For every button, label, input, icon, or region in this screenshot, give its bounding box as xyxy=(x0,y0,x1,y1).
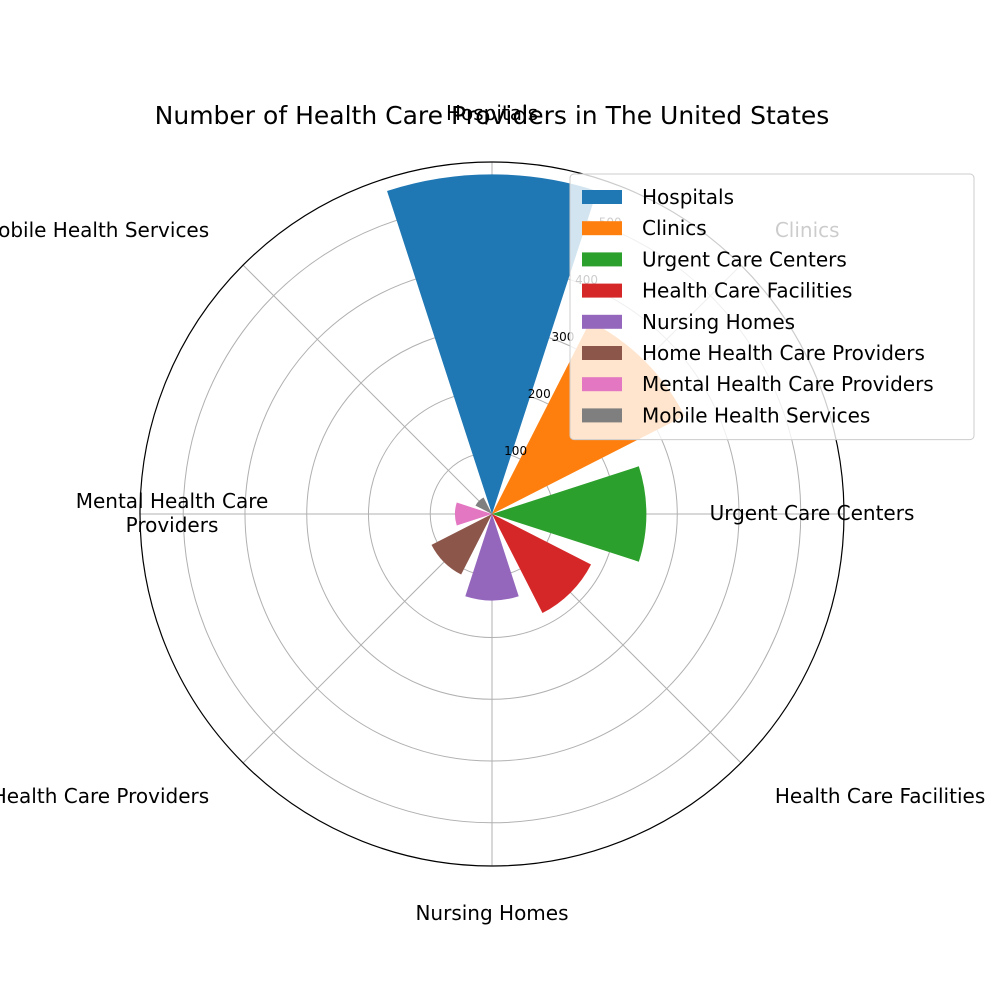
category-label-urgent-care-centers: Urgent Care Centers xyxy=(710,501,915,525)
category-label-line: Home Health Care Providers xyxy=(0,784,209,808)
chart-title: Number of Health Care Providers in The U… xyxy=(155,101,830,130)
category-label-home-health-care-providers: Home Health Care Providers xyxy=(0,784,209,808)
category-label-mobile-health-services: Mobile Health Services xyxy=(0,218,209,242)
bar-hospitals xyxy=(387,174,597,514)
legend-label-hospitals: Hospitals xyxy=(642,185,734,209)
legend-label-mobile-health-services: Mobile Health Services xyxy=(642,403,870,427)
legend-swatch-mental-health-care-providers xyxy=(582,377,622,392)
legend-swatch-clinics xyxy=(582,221,622,236)
legend-swatch-health-care-facilities xyxy=(582,283,622,298)
legend-swatch-hospitals xyxy=(582,190,622,204)
category-label-line: Nursing Homes xyxy=(415,901,568,925)
legend-label-mental-health-care-providers: Mental Health Care Providers xyxy=(642,372,934,396)
legend-label-clinics: Clinics xyxy=(642,216,707,240)
category-label-line: Urgent Care Centers xyxy=(710,501,915,525)
tick-label-100: 100 xyxy=(504,444,527,458)
bar-mobile-health-services xyxy=(475,497,492,514)
tick-label-300: 300 xyxy=(551,330,574,344)
outer-axis-circle xyxy=(139,161,845,867)
legend-label-health-care-facilities: Health Care Facilities xyxy=(642,279,852,303)
legend-swatch-urgent-care-centers xyxy=(582,252,622,267)
legend-swatch-mobile-health-services xyxy=(582,408,622,423)
category-label-nursing-homes: Nursing Homes xyxy=(415,901,568,925)
tick-label-200: 200 xyxy=(528,387,551,401)
category-label-line: Health Care Facilities xyxy=(775,784,985,808)
legend-swatch-nursing-homes xyxy=(582,314,622,329)
legend-label-urgent-care-centers: Urgent Care Centers xyxy=(642,247,847,271)
bar-health-care-facilities xyxy=(492,514,592,614)
legend-label-nursing-homes: Nursing Homes xyxy=(642,310,795,334)
legend: Hospitals Clinics Urgent Care Centers Healt… xyxy=(569,173,975,441)
category-label-line: Providers xyxy=(126,513,219,537)
bar-nursing-homes xyxy=(465,514,519,601)
legend-label-home-health-care-providers: Home Health Care Providers xyxy=(642,341,925,365)
bar-home-health-care-providers xyxy=(431,514,492,575)
bar-mental-health-care-providers xyxy=(454,502,492,526)
bar-urgent-care-centers xyxy=(492,466,647,562)
category-label-line: Hospitals xyxy=(446,101,538,125)
category-label-line: Mental Health Care xyxy=(76,489,269,513)
legend-frame xyxy=(569,173,975,441)
category-label-mental-health-care-providers: Mental Health Care Providers xyxy=(76,489,269,537)
legend-swatch-home-health-care-providers xyxy=(582,346,622,360)
category-label-health-care-facilities: Health Care Facilities xyxy=(775,784,985,808)
grid-spoke xyxy=(242,264,493,515)
category-label-hospitals: Hospitals xyxy=(446,101,538,125)
category-label-line: Mobile Health Services xyxy=(0,218,209,242)
